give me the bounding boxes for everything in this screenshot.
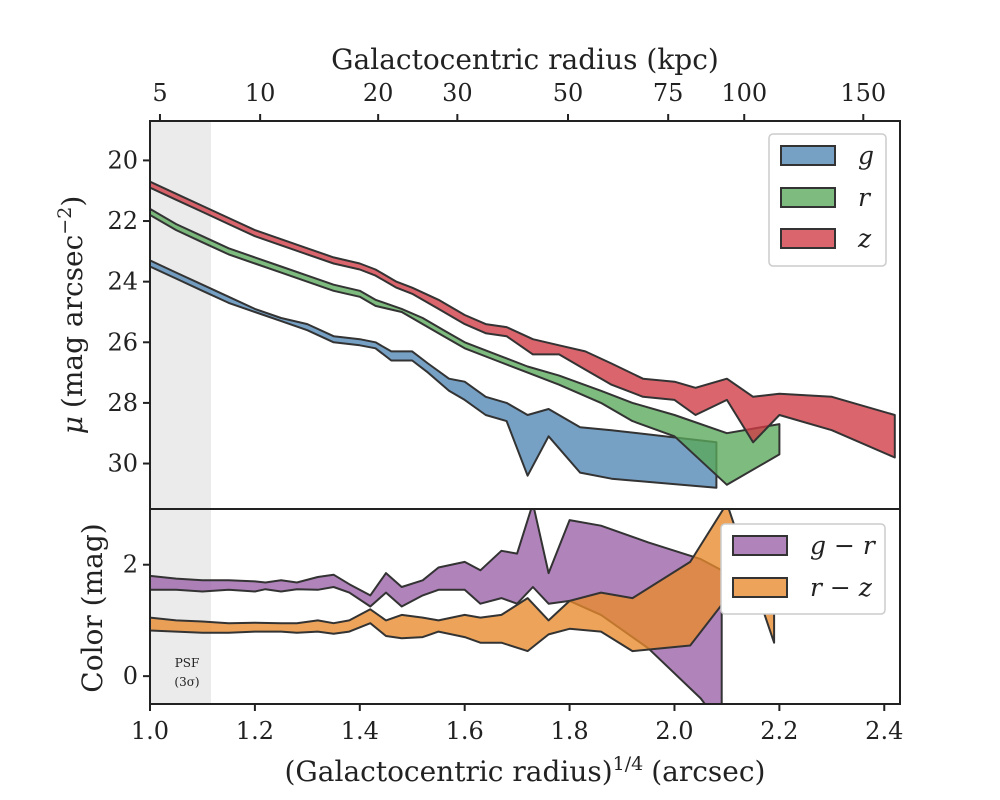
top-y-tick-label: 24 (107, 268, 138, 296)
bottom-x-axis-label: (Galactocentric radius)1/4 (arcsec) (285, 753, 766, 788)
legend-label-z: z (857, 224, 872, 253)
top-x-tick-label: 75 (653, 79, 684, 107)
bottom-x-tick-label: 1.4 (341, 717, 379, 745)
bottom-legend: g − r r − z (720, 523, 886, 615)
top-axis-label: Galactocentric radius (kpc) (331, 43, 719, 76)
legend-label-g-r: g − r (810, 531, 877, 560)
legend-swatch-r-z (732, 577, 788, 598)
bottom-panel: 02 1.0 1.2 1.4 1.6 1.8 2.0 2.2 2.4 PSF (3σ) g −… (76, 508, 903, 788)
psf-region-top (150, 121, 211, 509)
top-x-tick-label: 20 (363, 79, 394, 107)
top-panel: 20 22 24 26 28 30 5 10 20 30 50 75 100 150 g r z Gal… (54, 43, 901, 510)
band-z (150, 180, 896, 459)
legend-label-r: r (858, 183, 872, 212)
legend-swatch-g (780, 145, 836, 166)
bottom-x-tick-label: 1.8 (550, 717, 588, 745)
top-x-tick-label: 30 (442, 79, 473, 107)
top-y-tick-label: 22 (107, 207, 138, 235)
top-y-tick-label: 30 (107, 450, 138, 478)
top-x-tick-label: 50 (553, 79, 584, 107)
bottom-y-axis-label: Color (mag) (76, 523, 109, 692)
top-legend: g r z (768, 133, 887, 267)
legend-swatch-r (780, 187, 836, 208)
bottom-y-tick-label: 0 (123, 662, 138, 690)
bottom-x-tick-label: 2.0 (655, 717, 693, 745)
bottom-x-tick-label: 1.2 (236, 717, 274, 745)
bottom-x-tick-label: 1.0 (131, 717, 169, 745)
bottom-x-ticks: 1.0 1.2 1.4 1.6 1.8 2.0 2.2 2.4 (131, 704, 903, 745)
top-y-tick-label: 26 (107, 328, 138, 356)
bottom-x-tick-label: 2.4 (865, 717, 903, 745)
top-y-axis-label: μ(mag arcsec−2) (54, 196, 89, 435)
bottom-y-tick-label: 2 (123, 551, 138, 579)
top-x-tick-label: 5 (152, 79, 167, 107)
psf-sublabel: (3σ) (174, 675, 199, 689)
bottom-x-tick-label: 1.6 (446, 717, 484, 745)
top-y-ticks: 20 22 24 26 28 30 (107, 146, 150, 478)
top-y-tick-label: 20 (107, 146, 138, 174)
band-g-r (150, 509, 723, 704)
psf-label: PSF (175, 656, 200, 670)
band-r (150, 207, 781, 486)
surface-brightness-bands (150, 180, 896, 489)
top-x-tick-label: 100 (721, 79, 767, 107)
legend-label-g: g (858, 141, 874, 170)
top-y-tick-label: 28 (107, 389, 138, 417)
top-x-tick-label: 10 (245, 79, 276, 107)
legend-swatch-g-r (732, 535, 788, 556)
band-g (150, 259, 718, 489)
legend-label-r-z: r − z (810, 573, 873, 602)
legend-swatch-z (780, 228, 836, 249)
color-bands (150, 509, 776, 704)
bottom-x-tick-label: 2.2 (760, 717, 798, 745)
top-x-tick-label: 150 (840, 79, 886, 107)
psf-region-bottom (150, 509, 211, 704)
bottom-y-ticks: 02 (123, 551, 150, 690)
top-x-ticks: 5 10 20 30 50 75 100 150 (152, 79, 886, 121)
bottom-panel-frame (149, 508, 901, 705)
